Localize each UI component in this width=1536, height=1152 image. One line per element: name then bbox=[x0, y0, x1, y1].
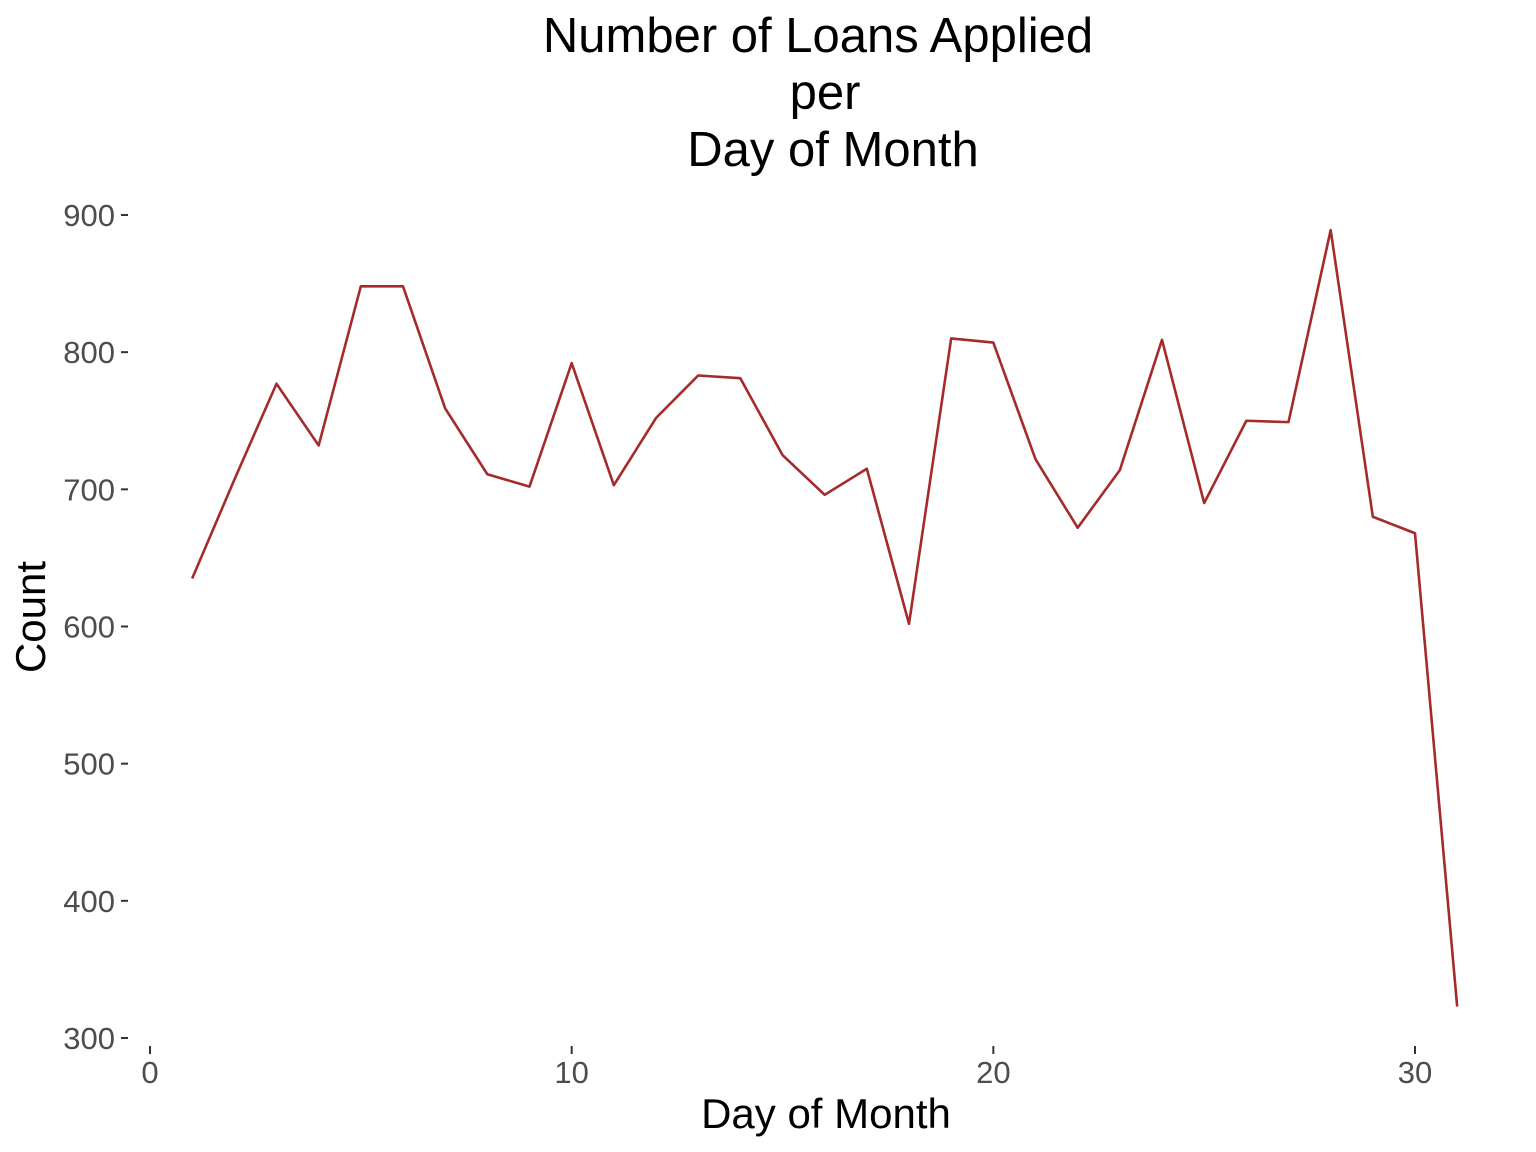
series-layer bbox=[190, 228, 1459, 1007]
y-tick-label: 800 bbox=[63, 335, 115, 370]
x-axis: 0 10 20 30 bbox=[141, 1046, 1432, 1090]
title-line-1: Number of Loans Applied bbox=[543, 9, 1093, 63]
y-tick-label: 500 bbox=[63, 747, 115, 782]
y-tick-label: 900 bbox=[63, 198, 115, 233]
chart-title: Number of Loans Applied per Day of Month bbox=[543, 9, 1093, 177]
x-tick-label: 30 bbox=[1398, 1055, 1432, 1090]
x-tick-label: 20 bbox=[976, 1055, 1010, 1090]
title-line-3: Day of Month bbox=[687, 123, 978, 177]
y-tick-label: 400 bbox=[63, 884, 115, 919]
title-line-2: per bbox=[790, 66, 861, 120]
series-line bbox=[190, 228, 1459, 1007]
y-tick-label: 700 bbox=[63, 472, 115, 507]
y-tick-label: 600 bbox=[63, 610, 115, 645]
x-tick-label: 0 bbox=[141, 1055, 158, 1090]
x-axis-title: Day of Month bbox=[701, 1090, 951, 1137]
y-tick-label: 300 bbox=[63, 1021, 115, 1056]
x-tick-label: 10 bbox=[554, 1055, 588, 1090]
y-axis: 300 400 500 600 700 800 900 bbox=[63, 198, 128, 1056]
y-axis-title: Count bbox=[7, 561, 54, 673]
